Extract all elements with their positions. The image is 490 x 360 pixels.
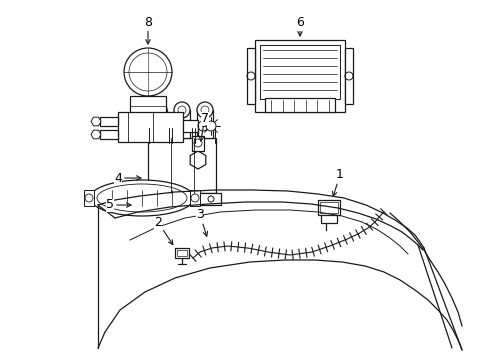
- Bar: [151, 110, 167, 138]
- Polygon shape: [190, 151, 206, 169]
- Text: 8: 8: [144, 15, 152, 44]
- Bar: [175, 248, 189, 258]
- Bar: [192, 136, 204, 151]
- Bar: [130, 96, 166, 116]
- Circle shape: [197, 102, 213, 118]
- Text: 6: 6: [296, 15, 304, 36]
- Bar: [118, 112, 183, 142]
- Bar: [84, 190, 94, 206]
- Bar: [100, 117, 118, 126]
- Text: 7: 7: [199, 112, 209, 141]
- Bar: [143, 193, 221, 205]
- Circle shape: [151, 102, 167, 118]
- Text: 5: 5: [106, 198, 131, 211]
- Text: 1: 1: [332, 168, 344, 196]
- Text: 3: 3: [196, 208, 208, 236]
- Bar: [255, 40, 345, 112]
- Circle shape: [174, 102, 190, 118]
- Circle shape: [124, 48, 172, 96]
- Polygon shape: [91, 117, 101, 126]
- Polygon shape: [91, 130, 101, 139]
- Circle shape: [206, 121, 216, 131]
- Bar: [177, 250, 187, 256]
- Bar: [320, 202, 338, 213]
- Bar: [148, 138, 216, 193]
- Bar: [247, 48, 255, 104]
- Bar: [321, 215, 337, 223]
- Text: 4: 4: [114, 171, 141, 184]
- Text: 2: 2: [154, 216, 173, 245]
- Bar: [265, 98, 335, 112]
- Bar: [100, 130, 118, 139]
- Bar: [345, 48, 353, 104]
- Ellipse shape: [90, 180, 194, 216]
- Bar: [197, 110, 213, 138]
- Bar: [318, 200, 340, 215]
- Bar: [260, 45, 340, 99]
- Bar: [183, 120, 198, 132]
- Bar: [174, 110, 190, 138]
- Bar: [190, 190, 200, 206]
